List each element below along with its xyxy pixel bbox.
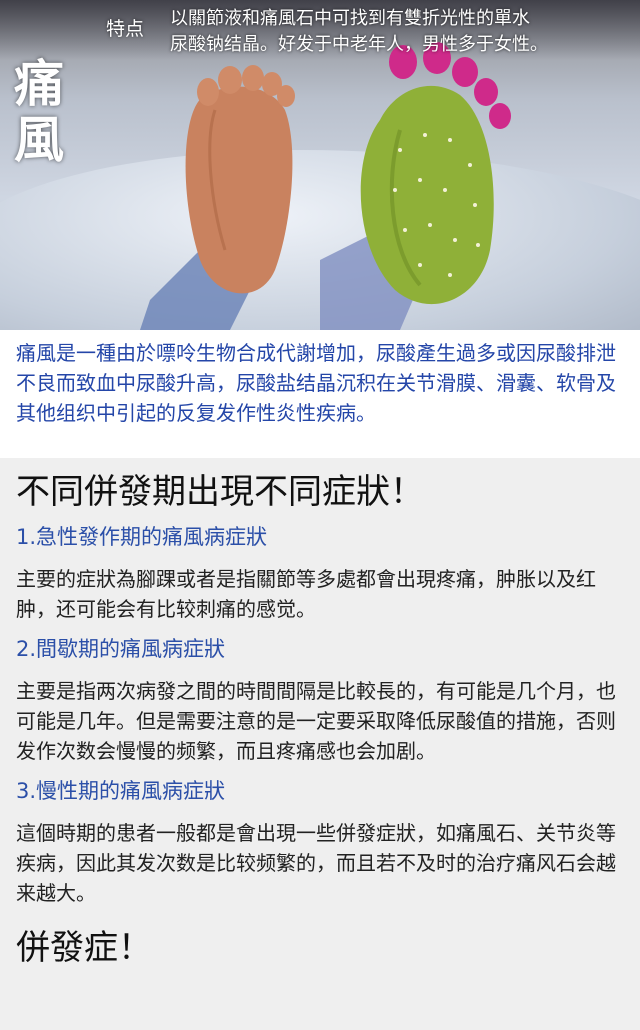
stages-heading: 不同併發期出現不同症狀！ bbox=[16, 472, 424, 512]
main-content: 不同併發期出現不同症狀！ 1.急性發作期的痛風病症狀 主要的症狀為腳踝或者是指關… bbox=[0, 470, 640, 970]
hero-banner: 痛 風 特点 以關節液和痛風石中可找到有雙折光性的單水 尿酸钠结晶。好发于中老年… bbox=[0, 0, 640, 330]
hero-title-char-1: 痛 bbox=[14, 55, 64, 113]
feature-line-2: 尿酸钠结晶。好发于中老年人，男性多于女性。 bbox=[170, 34, 548, 55]
hero-title: 痛 風 bbox=[14, 56, 74, 168]
feature-line-1: 以關節液和痛風石中可找到有雙折光性的單水 bbox=[170, 8, 530, 29]
stage-section-3: 3.慢性期的痛風病症狀 這個時期的患者一般都是會出現一些併發症狀，如痛風石、关节… bbox=[16, 776, 624, 908]
stage-title: 1.急性發作期的痛風病症狀 bbox=[16, 525, 268, 549]
hero-title-char-2: 風 bbox=[14, 111, 64, 169]
top-shadow bbox=[0, 0, 640, 60]
bare-foot-icon bbox=[185, 65, 295, 294]
feature-label: 特点 bbox=[106, 18, 145, 40]
stage-body: 主要是指两次病發之間的時間間隔是比較長的，有可能是几个月，也可能是几年。但是需要… bbox=[16, 679, 616, 763]
stage-title: 3.慢性期的痛風病症狀 bbox=[16, 779, 226, 803]
stage-title: 2.間歇期的痛風病症狀 bbox=[16, 637, 226, 661]
complications-heading: 併發症！ bbox=[16, 928, 152, 968]
intro-paragraph: 痛風是一種由於嘌呤生物合成代謝增加，尿酸產生過多或因尿酸排泄不良而致血中尿酸升高… bbox=[0, 330, 640, 458]
stage-section-1: 1.急性發作期的痛風病症狀 主要的症狀為腳踝或者是指關節等多處都會出現疼痛，肿胀… bbox=[16, 522, 624, 624]
stage-body: 主要的症狀為腳踝或者是指關節等多處都會出現疼痛，肿胀以及红肿，还可能会有比较刺痛… bbox=[16, 567, 596, 621]
cactus-foot-icon bbox=[360, 42, 511, 305]
stage-section-2: 2.間歇期的痛風病症狀 主要是指两次病發之間的時間間隔是比較長的，有可能是几个月… bbox=[16, 634, 624, 766]
hero-illustration bbox=[140, 42, 511, 330]
feature-text: 以關節液和痛風石中可找到有雙折光性的單水 尿酸钠结晶。好发于中老年人，男性多于女… bbox=[170, 6, 636, 58]
stage-body: 這個時期的患者一般都是會出現一些併發症狀，如痛風石、关节炎等疾病，因此其发次数是… bbox=[16, 821, 616, 905]
